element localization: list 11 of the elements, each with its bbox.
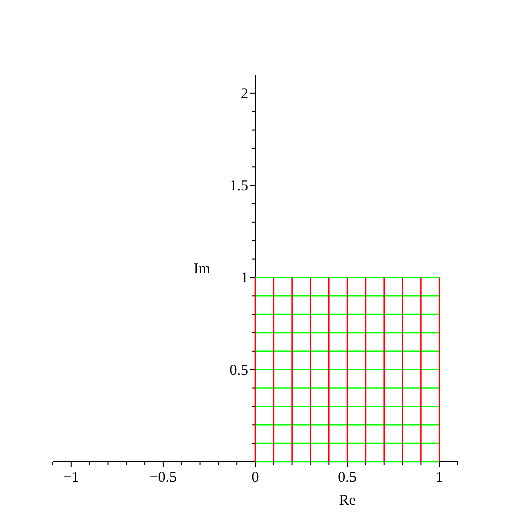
x-tick-label: 0.5 [338, 470, 357, 486]
x-tick-label: 0 [252, 470, 260, 486]
y-axis-title: Im [194, 262, 211, 278]
y-tick-label: 0.5 [230, 362, 248, 379]
x-tick-label: −1 [63, 470, 80, 486]
x-axis-title: Re [339, 493, 356, 509]
y-tick-label: 1.5 [230, 178, 248, 195]
x-tick-label: 1 [436, 470, 444, 486]
x-tick-label: −0.5 [150, 470, 178, 486]
y-tick-label: 2 [241, 86, 248, 102]
y-tick-label: 1 [241, 270, 248, 287]
